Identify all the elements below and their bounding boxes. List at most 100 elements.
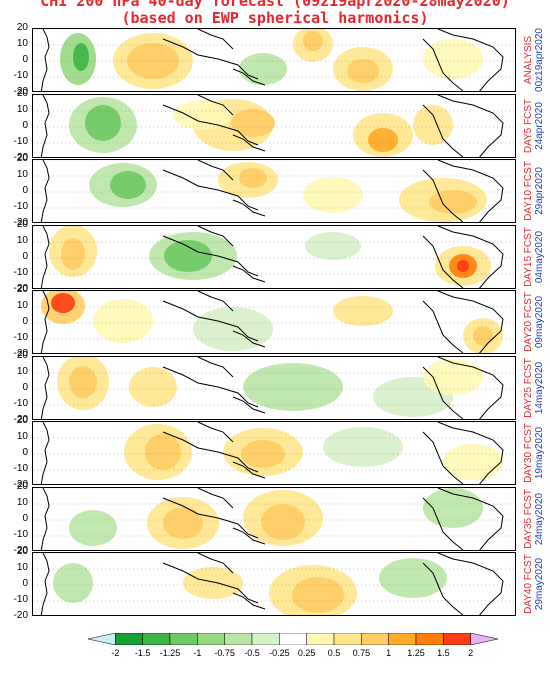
coastline xyxy=(162,366,259,408)
coastline xyxy=(40,29,50,91)
latitude-tick-label: 10 xyxy=(16,104,28,115)
anomaly-shading xyxy=(241,440,285,468)
latitude-tick-label: -10 xyxy=(13,267,28,278)
coastline xyxy=(232,592,266,610)
anomaly-shading xyxy=(323,427,403,467)
latitude-tick-label: -10 xyxy=(13,332,28,343)
latitude-tick-label: -10 xyxy=(13,201,28,212)
anomaly-shading xyxy=(183,567,243,599)
map-panel xyxy=(32,487,516,551)
coastline xyxy=(40,357,50,419)
colorbar-max-arrow xyxy=(470,633,498,645)
anomaly-shading xyxy=(305,232,361,260)
latitude-tick-label: 20 xyxy=(16,546,28,557)
colorbar-tick-label: 1.5 xyxy=(437,648,450,658)
panel-label: DAY15 FCST 04may2020 xyxy=(518,225,550,289)
forecast-date-label: 24may2020 xyxy=(534,492,545,546)
anomaly-shading xyxy=(303,177,363,213)
shaded-field xyxy=(33,422,515,484)
forecast-date-label: 29apr2020 xyxy=(534,167,545,215)
colorbar-tick-label: 1.25 xyxy=(407,648,425,658)
colorbar-swatch xyxy=(443,633,471,645)
colorbar-swatch xyxy=(224,633,253,645)
anomaly-shading xyxy=(61,238,85,270)
anomaly-shading xyxy=(173,100,233,130)
colorbar-swatch xyxy=(306,633,335,645)
anomaly-shading xyxy=(239,53,287,85)
latitude-tick-label: 20 xyxy=(16,153,28,164)
shaded-field xyxy=(33,553,515,615)
anomaly-shading xyxy=(193,307,273,351)
anomaly-shading xyxy=(73,43,89,71)
forecast-day-label: DAY15 FCST xyxy=(523,227,534,287)
coastline xyxy=(197,29,234,50)
latitude-tick-label: 0 xyxy=(22,382,28,393)
latitude-tick-label: -10 xyxy=(13,594,28,605)
coastline xyxy=(232,265,266,283)
coastline xyxy=(437,291,504,353)
anomaly-shading xyxy=(239,168,267,188)
coastline xyxy=(162,38,259,80)
latitude-tick-label: 20 xyxy=(16,88,28,99)
shaded-field xyxy=(33,488,515,550)
panel-label: ANALYSIS 00z19apr2020 xyxy=(518,28,550,92)
panel-label: DAY30 FCST 19may2020 xyxy=(518,421,550,485)
latitude-tick-label: 20 xyxy=(16,350,28,361)
latitude-tick-label: 20 xyxy=(16,415,28,426)
shaded-field xyxy=(33,29,515,91)
forecast-date-label: 29may2020 xyxy=(534,557,545,611)
coastline xyxy=(162,431,259,473)
coastline xyxy=(162,104,259,146)
forecast-day-label: DAY10 FCST xyxy=(523,161,534,221)
forecast-day-label: DAY20 FCST xyxy=(523,292,534,352)
latitude-tick-label: 20 xyxy=(16,22,28,33)
coastline xyxy=(197,95,234,116)
coastline xyxy=(197,226,234,247)
coastline xyxy=(437,553,504,615)
anomaly-shading xyxy=(110,171,146,199)
shaded-field xyxy=(33,291,515,353)
forecast-date-label: 19may2020 xyxy=(534,426,545,480)
anomaly-shading xyxy=(163,507,203,539)
anomaly-shading xyxy=(333,296,393,326)
latitude-tick-label: 0 xyxy=(22,54,28,65)
forecast-day-label: DAY40 FCST xyxy=(523,554,534,614)
latitude-tick-label: 10 xyxy=(16,169,28,180)
anomaly-shading xyxy=(443,444,503,480)
coastline xyxy=(197,553,234,574)
panel-label: DAY25 FCST 14may2020 xyxy=(518,356,550,420)
latitude-tick-label: -10 xyxy=(13,136,28,147)
latitude-tick-label: -20 xyxy=(13,86,28,97)
latitude-tick-label: 10 xyxy=(16,300,28,311)
colorbar-tick-label: 2 xyxy=(468,648,474,658)
panel-label: DAY5 FCST 24apr2020 xyxy=(518,94,550,158)
latitude-tick-label: 10 xyxy=(16,235,28,246)
colorbar-tick-label: 1 xyxy=(386,648,392,658)
coastline xyxy=(40,553,50,615)
colorbar-tick-label: 0.5 xyxy=(327,648,341,658)
latitude-tick-label: 0 xyxy=(22,447,28,458)
anomaly-shading xyxy=(347,59,379,83)
anomaly-shading xyxy=(93,299,153,343)
anomaly-shading xyxy=(429,190,477,214)
colorbar-tick-label: -1.25 xyxy=(159,648,181,658)
coastline xyxy=(197,488,234,509)
anomaly-shading xyxy=(69,510,117,546)
latitude-tick-label: 20 xyxy=(16,481,28,492)
latitude-tick-label: -20 xyxy=(13,152,28,163)
colorbar-swatch xyxy=(251,633,280,645)
anomaly-shading xyxy=(231,109,275,137)
latitude-tick-label: -10 xyxy=(13,398,28,409)
coastline xyxy=(422,235,464,288)
colorbar-tick-label: -1 xyxy=(193,648,202,658)
map-panel xyxy=(32,159,516,223)
colorbar-swatch xyxy=(142,633,171,645)
coastline xyxy=(232,461,266,479)
colorbar-tick-label: -0.25 xyxy=(269,648,290,658)
map-panel xyxy=(32,421,516,485)
coastline xyxy=(40,488,50,550)
anomaly-shading xyxy=(423,488,483,528)
latitude-tick-label: 0 xyxy=(22,185,28,196)
coastline xyxy=(422,562,464,615)
coastline xyxy=(162,235,259,277)
